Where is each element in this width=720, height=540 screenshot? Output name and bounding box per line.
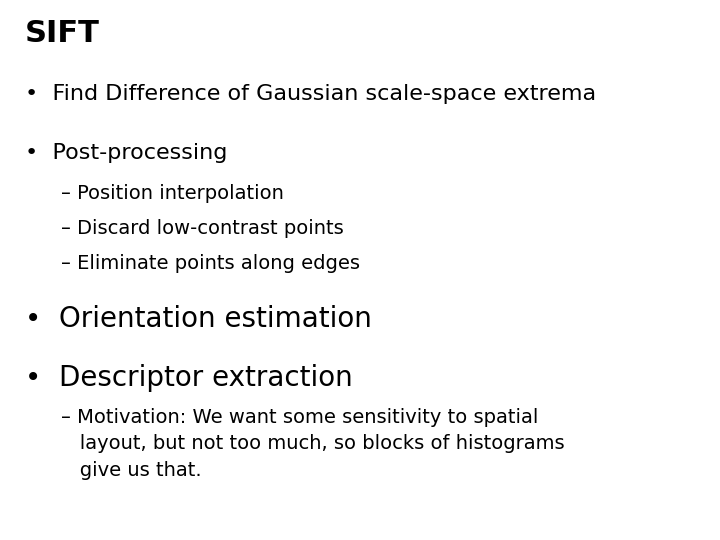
- Text: – Discard low-contrast points: – Discard low-contrast points: [61, 219, 344, 238]
- Text: •  Find Difference of Gaussian scale-space extrema: • Find Difference of Gaussian scale-spac…: [25, 84, 596, 104]
- Text: •  Descriptor extraction: • Descriptor extraction: [25, 364, 353, 393]
- Text: •  Orientation estimation: • Orientation estimation: [25, 305, 372, 333]
- Text: – Position interpolation: – Position interpolation: [61, 184, 284, 202]
- Text: – Motivation: We want some sensitivity to spatial
   layout, but not too much, s: – Motivation: We want some sensitivity t…: [61, 408, 564, 480]
- Text: – Eliminate points along edges: – Eliminate points along edges: [61, 254, 360, 273]
- Text: •  Post-processing: • Post-processing: [25, 143, 228, 163]
- Text: SIFT: SIFT: [25, 19, 100, 48]
